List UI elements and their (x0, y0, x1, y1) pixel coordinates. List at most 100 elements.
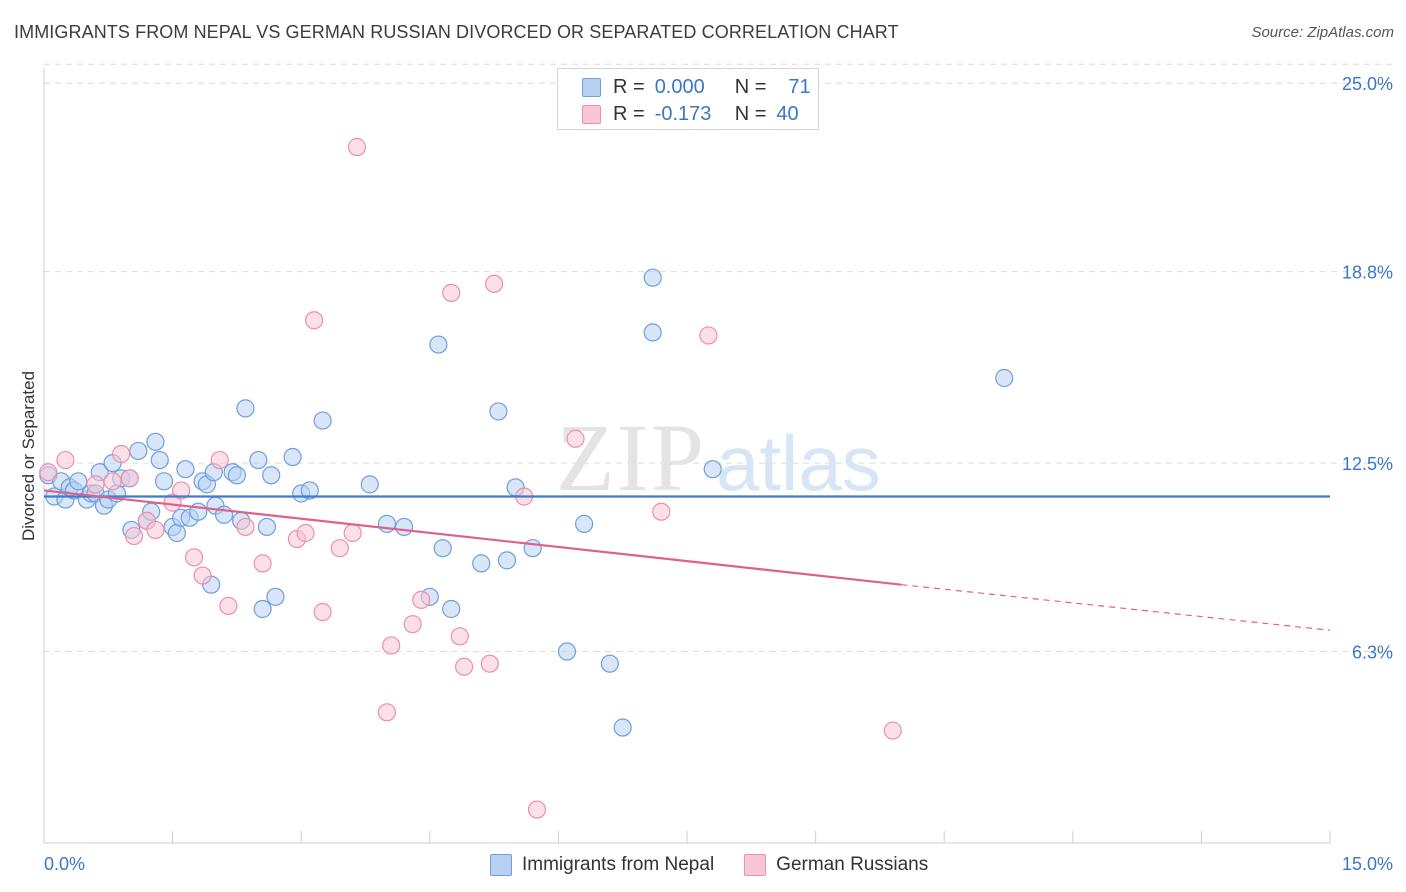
n-value: 71 (788, 75, 811, 98)
nepal-point (167, 523, 186, 543)
german-point (442, 283, 461, 303)
german-point (330, 539, 349, 558)
german-point (343, 523, 362, 543)
german-point (313, 602, 332, 622)
nepal-point (643, 268, 662, 287)
german-point (382, 636, 401, 655)
nepal-point (129, 441, 148, 461)
r-value: -0.173 (654, 102, 712, 125)
r-label: R = (613, 75, 645, 98)
german-trend-line (43, 489, 902, 586)
german-point (485, 274, 504, 293)
stats-legend: R = 0.000 N = 71 R = -0.173 N = 40 (557, 68, 819, 130)
nepal-point (283, 447, 302, 467)
nepal-point (429, 335, 448, 354)
legend-label: Immigrants from Nepal (522, 854, 715, 875)
nepal-point (613, 718, 632, 737)
german-point (450, 627, 469, 646)
n-label: N = (734, 75, 767, 98)
x-tick-label: 15.0% (1342, 854, 1393, 874)
nepal-point (266, 587, 285, 606)
y-tick-label: 6.3% (1352, 643, 1393, 663)
german-point (172, 481, 191, 500)
chart-title: IMMIGRANTS FROM NEPAL VS GERMAN RUSSIAN … (14, 22, 899, 42)
nepal-point (313, 411, 332, 430)
german-point (236, 517, 255, 537)
n-value: 40 (776, 102, 799, 125)
nepal-point (442, 599, 461, 619)
nepal-point (69, 472, 88, 491)
nepal-point (489, 402, 508, 421)
german-point (454, 657, 474, 676)
german-point (527, 800, 547, 819)
german-point (103, 472, 122, 491)
german-point (146, 520, 165, 540)
x-tick-label: 0.0% (44, 854, 85, 874)
nepal-swatch (490, 854, 512, 876)
nepal-point (150, 450, 169, 470)
german-point (39, 463, 58, 482)
nepal-point (146, 432, 165, 451)
german-point (403, 615, 422, 634)
german-trend-extension (901, 584, 1331, 631)
axis-layer: 25.0% 18.8% 12.5% 6.3% 0.0% 15.0% (43, 68, 1393, 874)
nepal-point (523, 539, 542, 558)
nepal-point (995, 368, 1014, 388)
legend-row-german: R = -0.173 N = 40 (582, 101, 799, 127)
nepal-point (643, 323, 662, 342)
nepal-point (433, 539, 452, 558)
r-value: 0.000 (654, 75, 705, 98)
german-point (304, 311, 324, 330)
german-swatch (582, 104, 601, 124)
german-point (347, 137, 367, 157)
german-point (883, 721, 902, 740)
y-tick-label: 12.5% (1342, 454, 1393, 474)
nepal-swatch (582, 77, 601, 97)
nepal-point (257, 517, 277, 537)
y-tick-label: 18.8% (1342, 263, 1393, 283)
german-point (566, 429, 585, 448)
german-point (652, 502, 671, 521)
nepal-point (497, 551, 517, 570)
nepal-point (575, 514, 594, 533)
nepal-point (253, 599, 272, 619)
y-tick-label: 25.0% (1342, 74, 1393, 94)
german-point (377, 703, 397, 722)
nepal-point (360, 475, 379, 494)
watermark: ZIP atlas (556, 404, 881, 511)
german-point (112, 444, 131, 464)
nepal-point (249, 450, 268, 470)
nepal-point (472, 554, 491, 573)
german-point (120, 469, 139, 488)
nepal-point (236, 399, 255, 418)
nepal-point (176, 460, 195, 479)
legend-item-german: German Russians (744, 854, 928, 876)
n-label: N = (734, 102, 767, 125)
german-point (184, 548, 204, 567)
legend-label: German Russians (776, 854, 929, 875)
german-point (86, 475, 105, 494)
german-point (480, 654, 499, 673)
series-legend: Immigrants from Nepal German Russians (490, 852, 958, 878)
source-label: Source: ZipAtlas.com (1251, 24, 1394, 41)
nepal-point (394, 517, 414, 537)
german-point (219, 596, 238, 616)
german-point (56, 450, 75, 470)
nepal-point (227, 466, 246, 485)
german-point (412, 590, 431, 609)
watermark-zip: ZIP (556, 404, 706, 511)
r-label: R = (613, 102, 645, 125)
trend-layer (43, 489, 1331, 631)
german-point (699, 326, 718, 345)
nepal-point (262, 466, 281, 485)
nepal-point (557, 642, 577, 661)
german-point (253, 554, 272, 573)
nepal-point (300, 481, 319, 500)
german-swatch (744, 854, 767, 876)
german-point (193, 566, 212, 585)
german-point (124, 526, 144, 546)
watermark-atlas: atlas (716, 419, 881, 507)
german-point (210, 450, 229, 470)
grid-layer (44, 63, 1393, 653)
